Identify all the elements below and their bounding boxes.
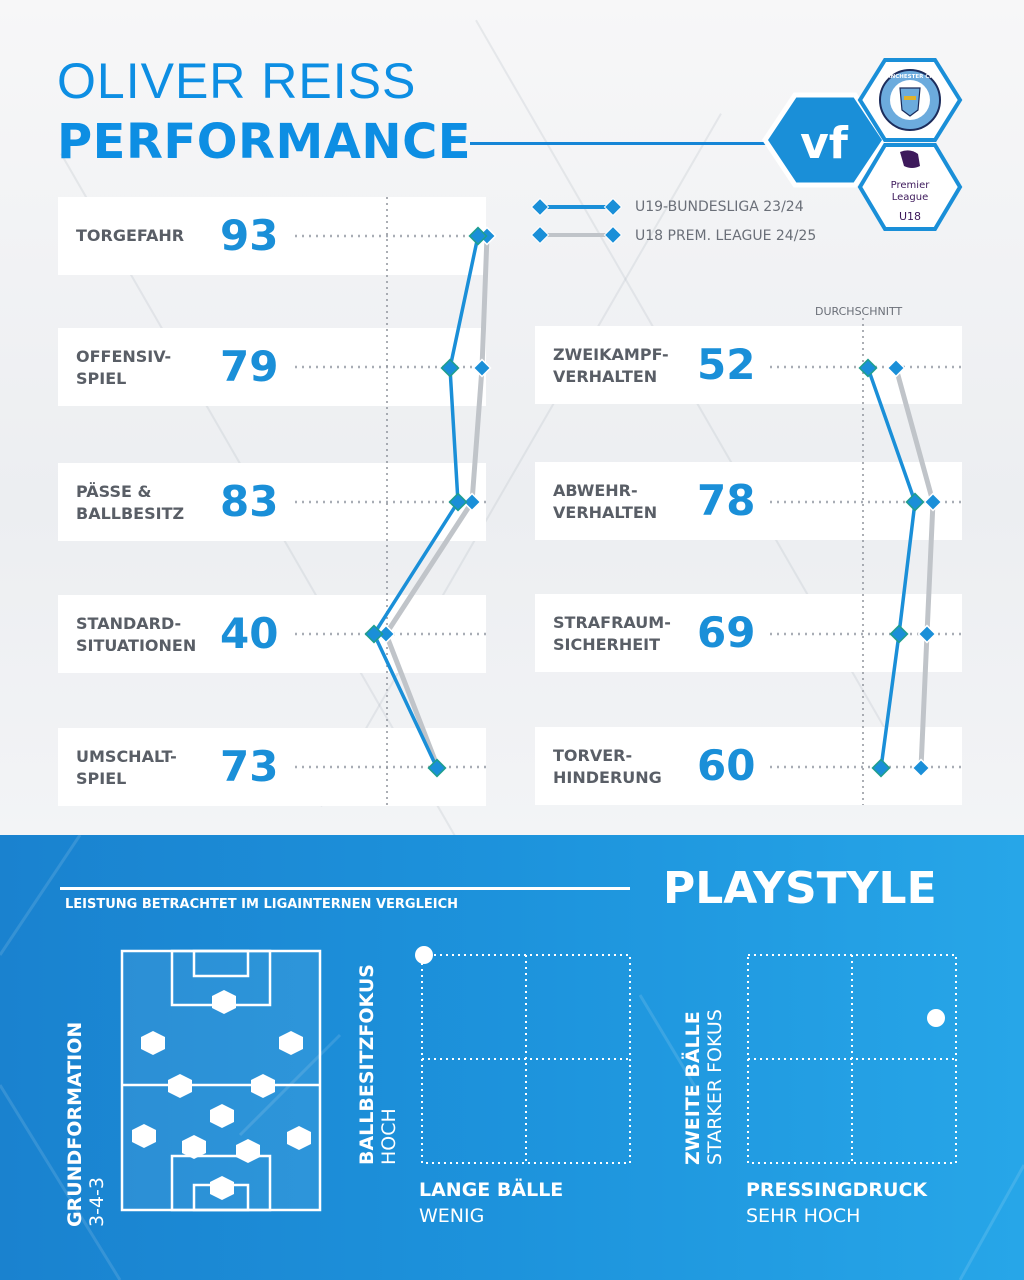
marker-offensiv-s1 [440,358,460,378]
legend-series2-symbol [530,225,623,245]
brand-logo-vf: vf [761,92,889,188]
chart1-y-label: BALLBESITZFOKUS [356,964,378,1165]
league-text-2: League [892,192,929,203]
title-rule [470,142,790,145]
marker-paesse-s1 [448,492,468,512]
chart2-x-label-block: PRESSINGDRUCK SEHR HOCH [746,1177,927,1229]
chart1-y-label-block: BALLBESITZFOKUS HOCH [356,964,400,1165]
chart2-y-label: ZWEITE BÄLLE [682,1011,704,1165]
player-marker [287,1126,311,1150]
playstyle-dot-1 [415,946,433,964]
chart1-x-label: LANGE BÄLLE [419,1179,564,1201]
player-marker [141,1031,165,1055]
marker-zweikampf-s1 [858,358,878,378]
marker-torverh-s2 [911,758,931,778]
player-name: OLIVER REISS [57,53,417,109]
playstyle-note: LEISTUNG BETRACHTET IM LIGAINTERNEN VERG… [65,897,458,912]
player-marker [132,1124,156,1148]
leader-lines-right [770,365,962,769]
stat-value: 52 [697,340,756,389]
stat-label: UMSCHALT- SPIEL [76,747,177,788]
stat-value: 73 [220,742,279,791]
legend-series1-symbol [530,197,623,217]
chart2-y-value: STARKER FOKUS [704,1009,726,1165]
stat-value: 83 [220,477,279,526]
formation-label: GRUNDFORMATION [64,1021,86,1227]
player-marker [251,1074,275,1098]
marker-strafraum-s2 [917,624,937,644]
average-label: DURCHSCHNITT [815,305,903,318]
legend-series1-label: U19-BUNDESLIGA 23/24 [635,199,804,215]
player-marker [279,1031,303,1055]
marker-standard-s1 [364,624,384,644]
playstyle-grid-2 [747,954,957,1164]
playstyle-rule [60,887,630,890]
league-text-1: Premier [891,180,931,191]
marker-abwehr-s1 [905,492,925,512]
performance-section: OLIVER REISS PERFORMANCE TORGEFAHR 93 OF… [0,0,1024,835]
stat-value: 40 [220,609,279,658]
player-marker [182,1135,206,1159]
playstyle-title: PLAYSTYLE [663,863,937,914]
stat-card-strafraumsicherheit: STRAFRAUM- SICHERHEIT 69 [535,594,962,672]
marker-paesse-s2 [462,492,482,512]
player-markers [132,990,311,1200]
club-badge-text: MANCHESTER CITY [881,74,940,80]
legend-series2-label: U18 PREM. LEAGUE 24/25 [635,228,817,244]
stat-card-umschaltspiel: UMSCHALT- SPIEL 73 [58,728,486,806]
formation-label-block: GRUNDFORMATION 3-4-3 [64,1022,108,1227]
stat-label: TORGEFAHR [76,226,185,245]
stat-value: 79 [220,342,279,391]
marker-torverh-s1 [871,758,891,778]
player-marker [210,1104,234,1128]
player-marker [236,1139,260,1163]
chart1-y-value: HOCH [378,1108,400,1165]
stat-card-paesse-ballbesitz: PÄSSE & BALLBESITZ 83 [58,463,486,541]
profile-chart: vf MANCHESTER CITY Premier League U18 [295,58,963,805]
series2-line-right [893,367,936,769]
playstyle-graphics [0,835,1024,1280]
chart1-x-label-block: LANGE BÄLLE WENIG [419,1177,563,1229]
playstyle-dot-2 [927,1009,945,1027]
player-marker [212,990,236,1014]
club-badge-icon: MANCHESTER CITY [857,58,963,142]
marker-torgefahr-s1 [468,226,488,246]
pitch-diagram [120,949,322,1212]
stat-value: 69 [697,608,756,657]
playstyle-section: PLAYSTYLE LEISTUNG BETRACHTET IM LIGAINT… [0,835,1024,1280]
playstyle-grid-1 [421,954,631,1164]
marker-umschalt-s1 [427,758,447,778]
marker-abwehr-s2 [923,492,943,512]
stat-label: STRAFRAUM- SICHERHEIT [553,613,671,654]
page-title: PERFORMANCE [57,114,472,170]
stat-value: 78 [697,476,756,525]
chart1-x-value: WENIG [419,1205,485,1227]
marker-zweikampf-s2 [886,358,906,378]
chart2-x-label: PRESSINGDRUCK [746,1179,928,1201]
stat-label: TORVER- HINDERUNG [553,746,662,787]
league-logo-icon: Premier League U18 [857,143,963,231]
stat-label: STANDARD- SITUATIONEN [76,614,197,655]
chart2-x-value: SEHR HOCH [746,1205,861,1227]
stat-label: ABWEHR- VERHALTEN [553,481,658,522]
stat-label: PÄSSE & BALLBESITZ [76,482,185,523]
player-marker [210,1176,234,1200]
series1-markers [364,226,925,778]
player-marker [168,1074,192,1098]
stat-value: 93 [220,211,279,260]
marker-offensiv-s2 [472,358,492,378]
stat-value: 60 [697,741,756,790]
chart2-y-label-block: ZWEITE BÄLLE STARKER FOKUS [682,1009,726,1165]
stat-label: ZWEIKAMPF- VERHALTEN [553,345,669,386]
stat-label: OFFENSIV- SPIEL [76,347,172,388]
formation-value: 3-4-3 [86,1177,108,1227]
brand-text: vf [800,118,849,169]
marker-strafraum-s1 [889,624,909,644]
marker-standard-s2 [376,624,396,644]
league-age: U18 [899,210,921,223]
series1-line-right [866,367,917,769]
